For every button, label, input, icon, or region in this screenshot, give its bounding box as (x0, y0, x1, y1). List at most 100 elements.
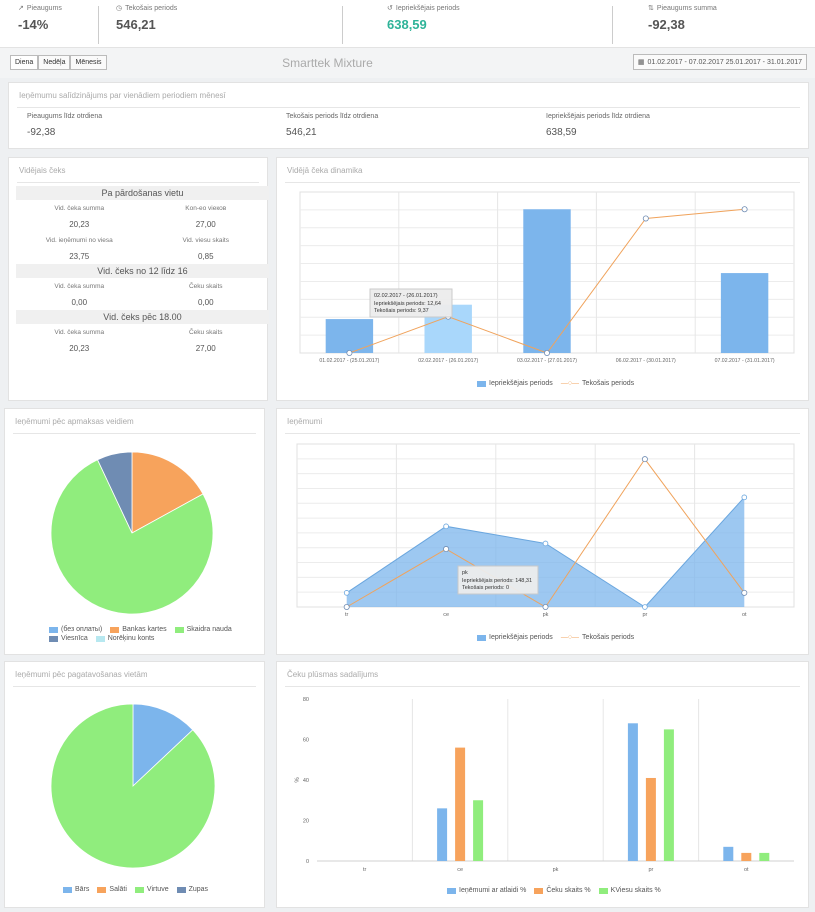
legend-item[interactable]: Skaidra nauda (174, 626, 232, 633)
kpi-current-period: ◷ Tekošais periods 546,21 (116, 4, 178, 33)
series-area (346, 497, 745, 607)
sort-icon: ⇅ (648, 5, 654, 12)
check-flow-panel: Čeku plūsmas sadalījums 0 20 40 60 80% tr ce pk… (276, 661, 809, 908)
history-icon: ↺ (387, 5, 393, 12)
kpi-value: -14% (18, 17, 49, 32)
avg-check-dynamics-panel: Vidējā čeka dinamika 01.02.2017 - (25.01… (276, 157, 809, 401)
divider (285, 433, 800, 434)
bar (645, 777, 656, 861)
chart-legend: Ieņēmumi ar atlaidi % Čeku skaits % KVie… (447, 887, 661, 894)
tooltip-title: 02.02.2017 - (26.01.2017) (374, 293, 438, 299)
metric-label: Čeku skaits (188, 282, 223, 290)
legend-item[interactable]: Salāti (97, 886, 127, 893)
legend-swatch (447, 887, 456, 894)
chart-legend: Iepriekšējais periods —○— Tekošais period… (477, 634, 634, 641)
tooltip-line: Tekošais periods: 0 (462, 585, 509, 591)
legend-swatch (110, 626, 120, 633)
x-tick-label: pr (642, 612, 647, 618)
panel-title: Ieņēmumi pēc apmaksas veidiem (15, 417, 134, 426)
chart-legend: Iepriekšējais periods —○— Tekošais period… (477, 380, 634, 387)
legend-swatch (598, 887, 608, 894)
legend-label: Ieņēmumi ar atlaidi % (459, 887, 527, 894)
legend-item[interactable]: Norēķinu konts (95, 635, 154, 642)
panel-title: Vidējais čeks (19, 166, 66, 175)
data-point (443, 523, 449, 530)
bar (437, 808, 448, 861)
tooltip-box (369, 288, 453, 318)
data-point (642, 604, 648, 610)
y-tick-label: 60 (303, 738, 309, 744)
legend-item[interactable]: KViesu skaits % (598, 887, 661, 894)
calendar-icon: ▦ (637, 59, 645, 66)
panel-title: Ieņēmumu salīdzinājums par vienādiem per… (19, 91, 226, 100)
legend-item[interactable]: (без оплаты) (49, 626, 102, 633)
legend-item[interactable]: Ieņēmumi ar atlaidi % (447, 887, 526, 894)
x-tick-label: 07.02.2017 - (31.01.2017) (715, 358, 775, 364)
comparison-value: 546,21 (286, 127, 317, 138)
pie-slice (131, 451, 204, 534)
legend-item[interactable]: Iepriekšējais periods (477, 380, 553, 387)
divider (13, 433, 256, 434)
y-tick-label: 80 (303, 697, 309, 703)
legend-item[interactable]: —○— Tekošais periods (561, 634, 634, 641)
legend-swatch (134, 886, 144, 893)
legend-line-marker: —○— (560, 380, 580, 387)
x-tick-label: 03.02.2017 - (27.01.2017) (517, 358, 577, 364)
data-point (741, 494, 748, 501)
month-button[interactable]: Mēnesis (70, 55, 107, 70)
comparison-label: Pieaugums līdz otrdiena (27, 113, 103, 120)
panel-title: Čeku plūsmas sadalījums (287, 670, 379, 679)
average-check-panel: Vidējais čeks Pa pārdošanas vietu Vid. č… (8, 157, 269, 401)
legend-item[interactable]: —○— Tekošais periods (561, 380, 634, 387)
legend-item[interactable]: Virtuve (134, 886, 169, 893)
metric-label: Vid. ieņēmumi no viesa (45, 236, 113, 244)
section-header: Pa pārdošanas vietu (16, 186, 269, 200)
trend-icon: ↗ (18, 5, 24, 12)
legend-item[interactable]: Bankas kartes (110, 626, 167, 633)
kpi-label: Pieaugums summa (656, 4, 717, 12)
data-point (543, 349, 550, 356)
legend-swatch (176, 886, 186, 893)
date-range-picker[interactable]: ▦ 01.02.2017 - 07.02.2017 25.01.2017 - 3… (632, 54, 807, 70)
legend-item[interactable]: Viesnīca (49, 635, 88, 642)
data-point (343, 590, 350, 596)
data-point (642, 215, 649, 222)
legend-item[interactable]: Zupas (176, 886, 208, 893)
comparison-current: Tekošais periods līdz otrdiena 546,21 (286, 113, 378, 138)
legend-label: Salāti (109, 886, 127, 893)
metric-label: Vid. čeka summa (54, 204, 105, 212)
data-point (641, 456, 648, 463)
metric-value: 0,00 (197, 297, 214, 307)
comparison-growth: Pieaugums līdz otrdiena -92,38 (27, 113, 102, 138)
kpi-label: Tekošais periods (125, 4, 178, 12)
legend-swatch (477, 634, 486, 641)
payment-pie-chart (50, 451, 214, 615)
week-button[interactable]: Nedēļa (38, 55, 71, 70)
locations-panel: Ieņēmumi pēc pagatavošanas vietām Bārs S… (4, 661, 265, 908)
day-button[interactable]: Diena (10, 55, 39, 70)
x-tick-label: pr (648, 867, 653, 873)
locations-pie-chart (50, 703, 216, 869)
divider (17, 182, 259, 183)
date-range-text: 01.02.2017 - 07.02.2017 25.01.2017 - 31.… (647, 58, 802, 66)
data-point (346, 349, 353, 356)
tooltip-line: Iepriekšējais periods: 148,31 (462, 578, 532, 584)
section-header: Vid. čeks no 12 līdz 16 (16, 264, 269, 278)
x-tick-label: ce (443, 612, 449, 618)
legend-item[interactable]: Čeku skaits % (534, 887, 591, 894)
tooltip-title: pk (462, 570, 468, 576)
data-point (741, 206, 748, 213)
legend-label: Skaidra nauda (186, 626, 232, 633)
divider (98, 6, 99, 44)
legend-item[interactable]: Iepriekšējais periods (477, 634, 553, 641)
kpi-value: -92,38 (648, 17, 685, 32)
legend-item[interactable]: Bārs (63, 886, 89, 893)
comparison-panel: Ieņēmumu salīdzinājums par vienādiem per… (8, 82, 809, 149)
y-tick-label: 40 (303, 778, 309, 784)
legend-label: Iepriekšējais periods (489, 634, 553, 641)
revenue-panel: Ieņēmumi tr ce pk pr ot pk Iepriekšējais perio… (276, 408, 809, 655)
y-tick-label: 20 (303, 819, 309, 825)
comparison-value: 638,59 (546, 127, 577, 138)
x-tick-label: ot (742, 612, 747, 618)
x-tick-label: 06.02.2017 - (30.01.2017) (616, 358, 676, 364)
